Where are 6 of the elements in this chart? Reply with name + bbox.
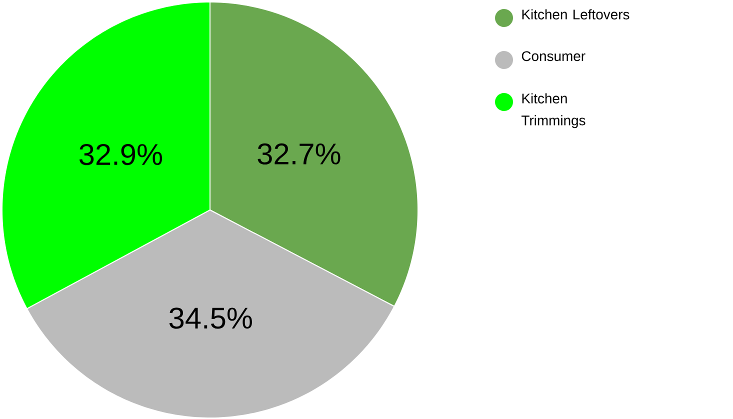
data-label: 32.9% [79,144,162,166]
legend-label: Kitchen Leftovers [522,9,630,20]
data-label: 32.7% [258,143,340,165]
data-label: 34.5% [169,308,252,329]
legend-label: Kitchen Trimmings [522,93,586,128]
legend-label: Consumer [522,51,586,62]
